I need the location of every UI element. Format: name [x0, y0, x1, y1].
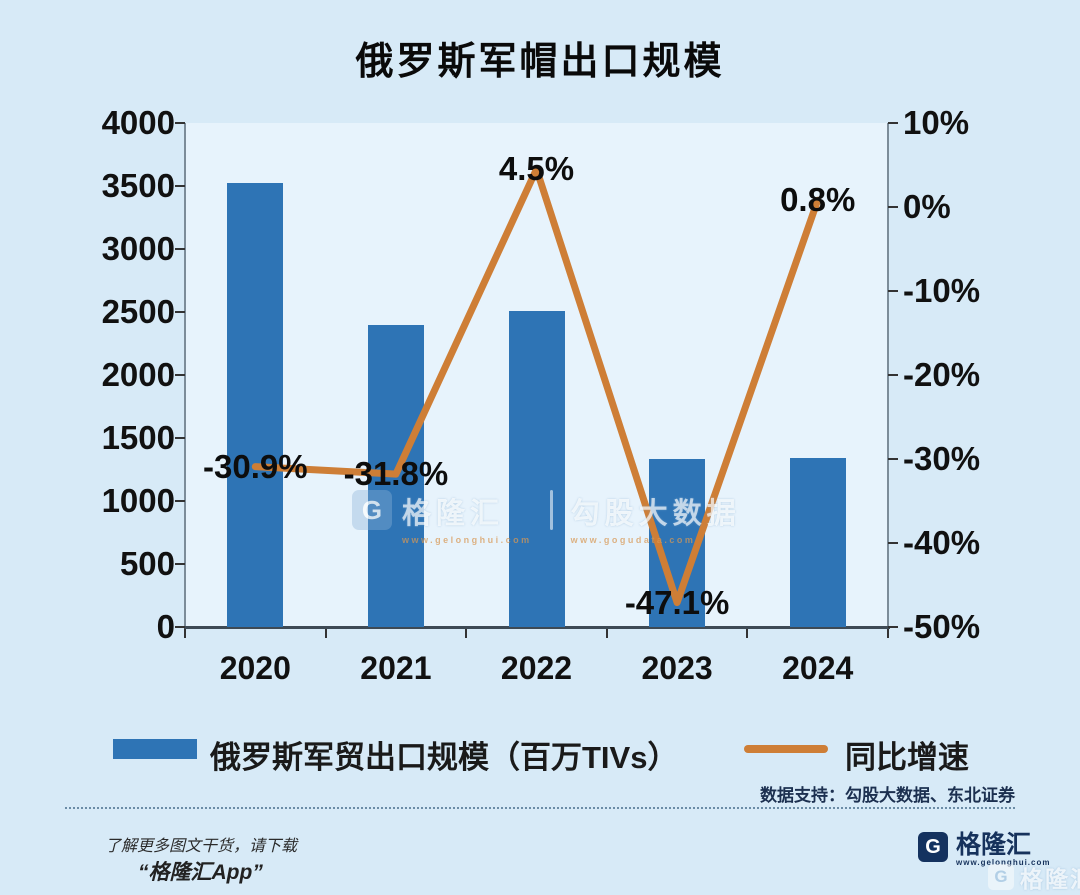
x-axis-line — [184, 626, 890, 629]
line-point-label-2023: -47.1% — [624, 583, 730, 621]
legend-line-label: 同比增速 — [845, 740, 969, 775]
watermark-divider — [549, 490, 553, 530]
gelonghui-logo-icon: G — [918, 832, 948, 862]
x-axis-tick — [887, 629, 889, 638]
x-axis-label-2024: 2024 — [782, 650, 854, 686]
promo-text-line2: “格隆汇App” — [138, 861, 263, 884]
watermark-brand-url: www.gelonghui.com — [402, 535, 532, 545]
legend-line-swatch — [744, 745, 828, 753]
left-axis-tick-label: 3000 — [101, 230, 175, 267]
left-axis-tick — [175, 500, 185, 502]
right-axis-tick-label: -30% — [903, 440, 981, 477]
left-axis-tick-label: 4000 — [101, 104, 175, 141]
gelonghui-logo-icon: G — [352, 490, 392, 530]
data-support-text: 数据支持：勾股大数据、东北证券 — [760, 786, 1015, 805]
x-axis-label-2022: 2022 — [500, 650, 573, 686]
legend-bar-label: 俄罗斯军贸出口规模（百万TIVs） — [210, 740, 679, 775]
right-axis-tick-label: 0% — [903, 188, 951, 225]
left-axis-tick — [175, 437, 185, 439]
x-axis-tick — [465, 629, 468, 638]
left-axis-tick-label: 0 — [156, 608, 175, 645]
right-axis-tick-label: -40% — [903, 524, 981, 561]
left-axis-tick — [175, 311, 185, 313]
line-point-label-2020: -30.9% — [203, 447, 308, 485]
watermark-partner-url: www.gogudata.com — [570, 535, 696, 545]
watermark-partner-text: 勾股大数据 — [570, 498, 741, 530]
gelonghui-logo-icon: G — [988, 864, 1014, 890]
right-axis-tick — [888, 290, 898, 292]
gelonghui-brand-logo: G 格隆汇 www.gelonghui.com — [918, 832, 1050, 867]
x-axis-tick — [324, 629, 327, 638]
right-axis-tick-label: -20% — [903, 356, 981, 393]
left-axis-tick — [175, 626, 185, 628]
left-axis-tick-label: 3500 — [101, 167, 175, 204]
left-axis-tick-label: 2500 — [101, 293, 175, 330]
right-axis-tick — [888, 626, 898, 628]
chart-title: 俄罗斯军帽出口规模 — [355, 41, 725, 83]
right-axis-tick-label: 10% — [903, 104, 970, 141]
right-axis-tick — [888, 542, 898, 544]
legend-bar-swatch — [113, 739, 197, 759]
right-axis-tick — [888, 458, 898, 460]
right-axis-tick-label: -50% — [903, 608, 981, 645]
brand-name: 格隆汇 — [956, 831, 1032, 859]
left-axis-tick-label: 1500 — [101, 419, 175, 456]
left-axis-tick-label: 1000 — [101, 482, 175, 519]
gelonghui-ghost-logo: G 格隆汇 — [988, 860, 1080, 894]
promo-text-line1: 了解更多图文干货，请下载 — [105, 838, 298, 855]
watermark-brand-text: 格隆汇 — [402, 498, 505, 530]
x-axis-label-2023: 2023 — [641, 650, 713, 686]
line-point-label-2022: 4.5% — [498, 150, 575, 188]
x-axis-tick — [605, 629, 608, 638]
bar-2024 — [789, 458, 846, 627]
left-axis-tick — [175, 185, 185, 187]
brand-url: www.gelonghui.com — [956, 858, 1051, 867]
ghost-brand-name: 格隆汇 — [1020, 866, 1080, 892]
footer-divider — [65, 807, 1015, 809]
left-axis-line — [184, 123, 186, 629]
right-axis-line — [887, 123, 889, 629]
right-axis-tick — [888, 206, 898, 208]
bar-2022 — [508, 310, 565, 627]
right-axis-tick — [888, 122, 898, 124]
left-axis-tick-label: 500 — [119, 545, 175, 582]
line-point-label-2024: 0.8% — [780, 181, 856, 219]
line-point-label-2021: -31.8% — [343, 455, 449, 493]
right-axis-tick-label: -10% — [903, 272, 981, 309]
left-axis-tick — [175, 248, 185, 250]
x-axis-label-2021: 2021 — [360, 650, 432, 686]
left-axis-tick — [175, 374, 185, 376]
bar-2020 — [227, 183, 284, 627]
right-axis-tick — [888, 374, 898, 376]
x-axis-tick — [746, 629, 749, 638]
x-axis-tick — [184, 629, 186, 638]
left-axis-tick-label: 2000 — [101, 356, 175, 393]
left-axis-tick — [175, 563, 185, 565]
center-watermark: G 格隆汇 www.gelonghui.com 勾股大数据 www.goguda… — [352, 490, 741, 545]
x-axis-label-2020: 2020 — [219, 650, 291, 686]
left-axis-tick — [175, 122, 185, 124]
